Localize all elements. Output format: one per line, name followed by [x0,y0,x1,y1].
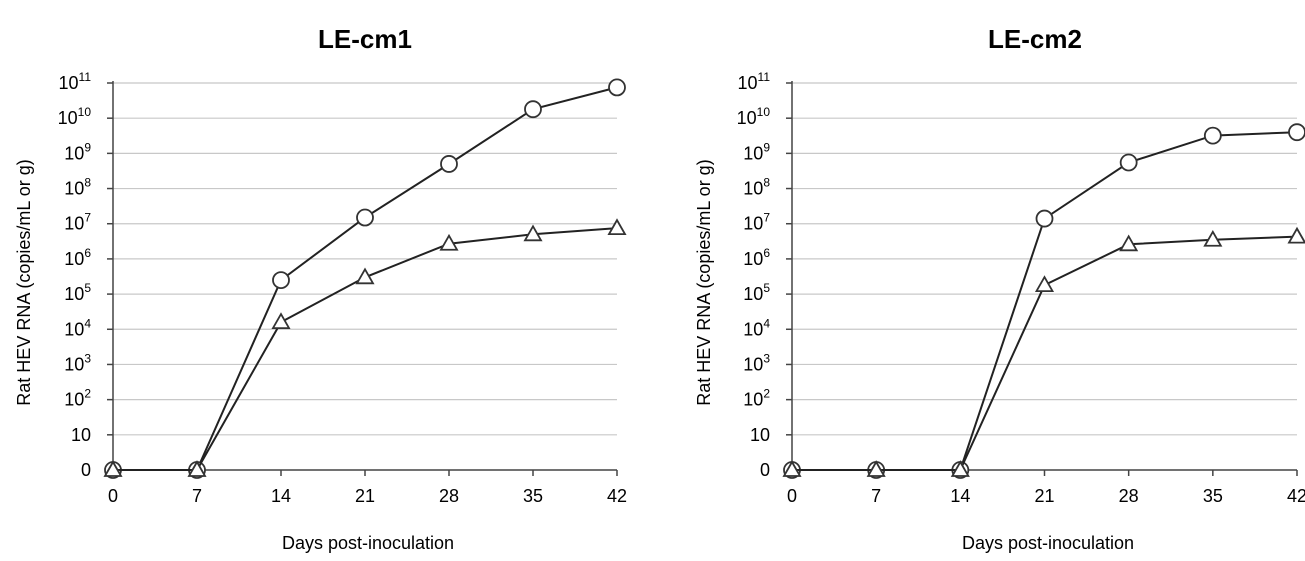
data-point-triangle [1203,229,1223,247]
y-tick-label: 106 [743,246,770,269]
x-axis-label: Days post-inoculation [282,533,454,553]
data-point-triangle [1287,226,1305,244]
data-point-triangle [523,224,543,242]
y-tick-label: 103 [743,351,770,374]
series-line-triangle [113,227,618,471]
y-tick-label: 104 [743,316,770,339]
data-point-triangle [187,460,207,477]
x-tick-label: 28 [1119,486,1139,506]
x-tick-label: 21 [1034,486,1054,506]
x-axis-label: Days post-inoculation [962,533,1134,553]
y-tick-label: 107 [743,211,770,234]
data-point-triangle [950,460,970,477]
data-point-circle [608,78,626,97]
x-tick-label: 42 [607,486,627,506]
x-tick-label: 42 [1287,486,1305,506]
y-tick-label: 102 [64,387,91,410]
data-point-triangle [1034,275,1055,293]
series-line-circle [792,131,1298,471]
data-point-triangle [866,460,886,477]
y-tick-label: 106 [64,246,91,269]
data-point-triangle [355,267,375,285]
y-tick-label: 105 [743,281,770,304]
y-tick-label: 104 [64,316,91,339]
y-tick-label: 0 [81,460,91,480]
x-tick-label: 14 [950,486,970,506]
y-tick-label: 108 [743,176,770,199]
y-tick-label: 109 [64,140,91,163]
chart-1: LE-cm1 0 10 102 103 104 105 106 107 108 109 1010 101… [14,24,627,553]
data-point-triangle [439,233,459,251]
x-tick-label: 28 [439,486,459,506]
y-tick-label: 1010 [737,105,771,128]
y-tick-label: 105 [64,281,91,304]
data-point-circle [524,100,542,119]
data-point-triangle [271,312,291,329]
y-tick-label: 10 [750,425,770,445]
y-tick-label: 109 [743,140,770,163]
data-point-triangle [607,218,627,236]
y-tick-label: 1010 [58,105,92,128]
chart-title: LE-cm1 [318,24,412,54]
data-point-circle [1119,153,1138,172]
x-tick-label: 35 [523,486,543,506]
chart-title: LE-cm2 [988,24,1082,54]
y-tick-label: 10 [71,425,91,445]
data-point-circle [272,271,290,289]
x-tick-label: 0 [108,486,118,506]
y-axis-label: Rat HEV RNA (copies/mL or g) [694,159,714,405]
y-axis-label: Rat HEV RNA (copies/mL or g) [14,159,34,405]
data-point-circle [1203,126,1222,145]
chart-2: LE-cm2 0 10 102 103 104 105 106 107 108 109 1010 101… [694,24,1305,553]
y-tick-label: 102 [743,387,770,410]
x-tick-label: 21 [355,486,375,506]
x-tick-label: 7 [192,486,202,506]
x-tick-label: 35 [1203,486,1223,506]
data-point-circle [1288,123,1305,142]
y-tick-label: 103 [64,351,91,374]
y-tick-label: 1011 [59,70,92,93]
x-tick-label: 14 [271,486,291,506]
data-point-circle [1035,209,1054,228]
x-tick-label: 0 [787,486,797,506]
data-point-triangle [782,460,802,477]
y-tick-label: 107 [64,211,91,234]
data-point-circle [356,208,374,227]
data-point-circle [440,155,458,173]
y-tick-label: 0 [760,460,770,480]
x-tick-label: 7 [871,486,881,506]
y-tick-label: 1011 [738,70,771,93]
data-point-triangle [103,460,123,477]
data-point-triangle [1119,234,1139,252]
y-tick-label: 108 [64,176,91,199]
